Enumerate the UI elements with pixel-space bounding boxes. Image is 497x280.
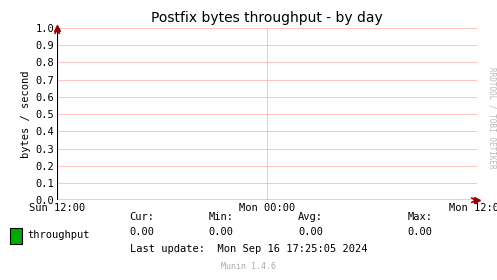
Text: Min:: Min:	[209, 212, 234, 222]
Text: 0.00: 0.00	[129, 227, 154, 237]
Text: RRDTOOL / TOBI OETIKER: RRDTOOL / TOBI OETIKER	[487, 67, 496, 169]
Text: 0.00: 0.00	[408, 227, 432, 237]
Text: Cur:: Cur:	[129, 212, 154, 222]
Text: Avg:: Avg:	[298, 212, 323, 222]
Text: throughput: throughput	[27, 230, 90, 240]
Text: 0.00: 0.00	[209, 227, 234, 237]
Text: Munin 1.4.6: Munin 1.4.6	[221, 262, 276, 271]
Text: Last update:  Mon Sep 16 17:25:05 2024: Last update: Mon Sep 16 17:25:05 2024	[130, 244, 367, 254]
Text: Max:: Max:	[408, 212, 432, 222]
Title: Postfix bytes throughput - by day: Postfix bytes throughput - by day	[151, 11, 383, 25]
Y-axis label: bytes / second: bytes / second	[21, 70, 31, 158]
Text: 0.00: 0.00	[298, 227, 323, 237]
